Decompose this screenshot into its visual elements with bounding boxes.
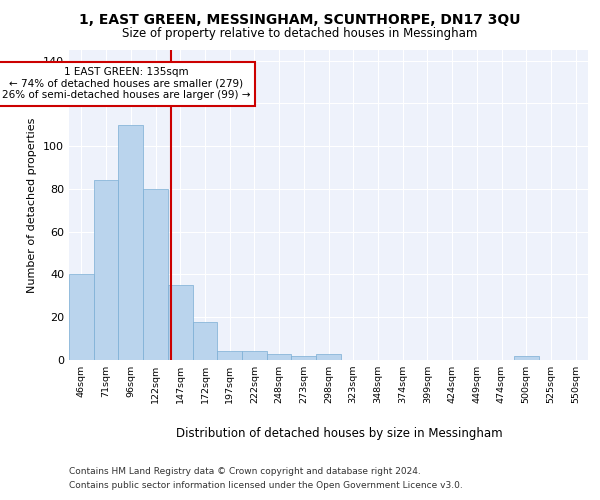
Bar [316,354,341,360]
Bar [69,274,94,360]
Text: 1 EAST GREEN: 135sqm
← 74% of detached houses are smaller (279)
26% of semi-deta: 1 EAST GREEN: 135sqm ← 74% of detached h… [2,67,250,100]
Text: Distribution of detached houses by size in Messingham: Distribution of detached houses by size … [176,428,502,440]
Bar [514,356,539,360]
Bar [168,285,193,360]
Bar [267,354,292,360]
Text: Contains public sector information licensed under the Open Government Licence v3: Contains public sector information licen… [69,481,463,490]
Bar [242,352,267,360]
Text: 1, EAST GREEN, MESSINGHAM, SCUNTHORPE, DN17 3QU: 1, EAST GREEN, MESSINGHAM, SCUNTHORPE, D… [79,12,521,26]
Text: Contains HM Land Registry data © Crown copyright and database right 2024.: Contains HM Land Registry data © Crown c… [69,468,421,476]
Text: Size of property relative to detached houses in Messingham: Size of property relative to detached ho… [122,28,478,40]
Bar [118,125,143,360]
Bar [292,356,316,360]
Bar [94,180,118,360]
Bar [193,322,217,360]
Bar [217,352,242,360]
Bar [143,189,168,360]
Y-axis label: Number of detached properties: Number of detached properties [28,118,37,292]
